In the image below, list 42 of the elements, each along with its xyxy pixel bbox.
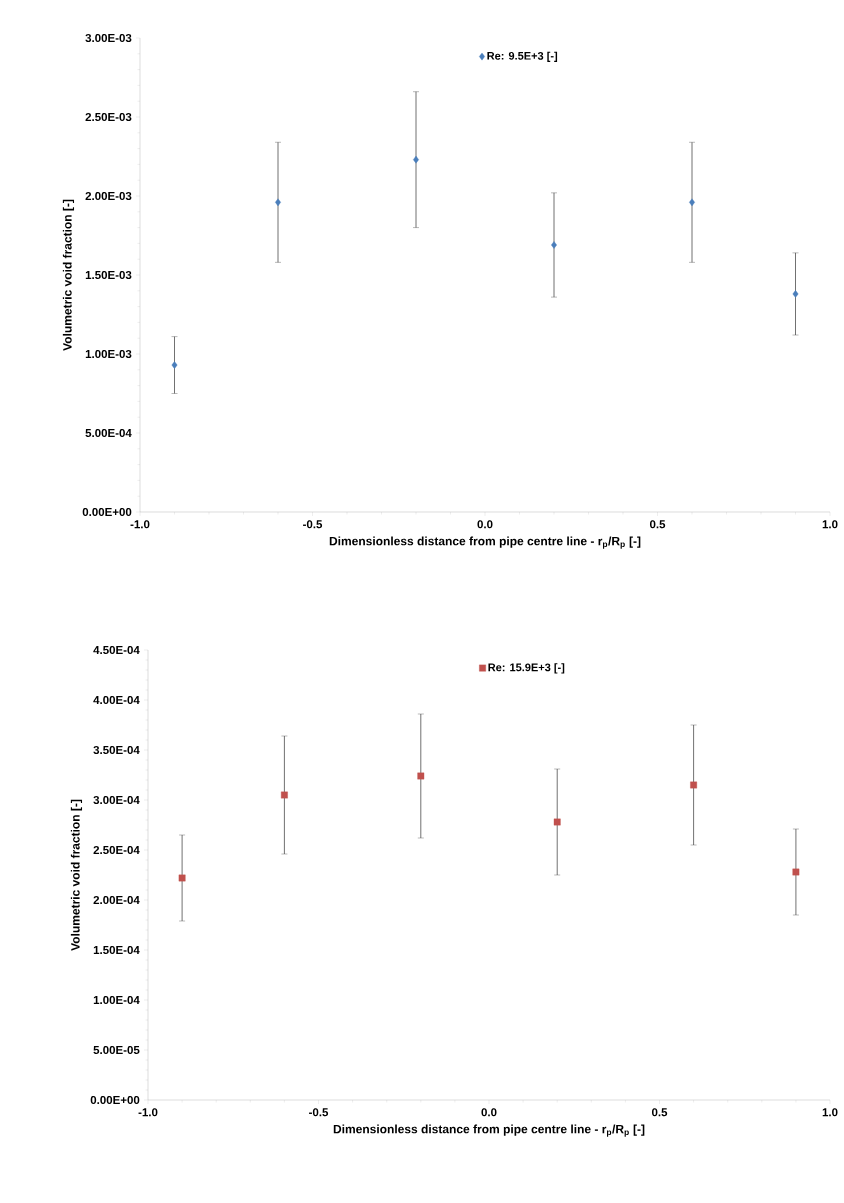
y-tick-label: 2.00E-03 bbox=[85, 191, 132, 201]
point bbox=[792, 290, 799, 298]
x-tick-label: -0.5 bbox=[303, 520, 323, 529]
point bbox=[551, 241, 557, 249]
point bbox=[792, 868, 800, 876]
x-tick-label: -0.5 bbox=[309, 1108, 329, 1117]
y-axis-title: Volumetric void fraction [-] bbox=[70, 799, 83, 951]
legend-label: Re: 9.5E+3 [-] bbox=[487, 51, 558, 62]
y-axis-title: Volumetric void fraction [-] bbox=[62, 199, 75, 351]
y-tick-label: 2.50E-04 bbox=[93, 845, 140, 855]
point bbox=[171, 361, 178, 369]
x-axis-title: Dimensionless distance from pipe centre line - r$_{p}$/R$_{p}$ [-] bbox=[333, 1124, 645, 1137]
x-tick-label: 0.0 bbox=[481, 1108, 497, 1117]
x-tick-label: -1.0 bbox=[130, 520, 150, 529]
y-tick-label: 5.00E-04 bbox=[85, 428, 132, 438]
y-tick-label: 3.00E-04 bbox=[93, 795, 140, 805]
x-tick-label: 1.0 bbox=[822, 1108, 838, 1117]
x-tick-label: -1.0 bbox=[138, 1108, 158, 1117]
x-axis-title: Dimensionless distance from pipe centre line - r$_{p}$/R$_{p}$ [-] bbox=[329, 536, 641, 549]
x-tick-label: 0.0 bbox=[477, 520, 493, 529]
y-tick-label: 1.50E-03 bbox=[85, 270, 132, 280]
legend-label: Re: 15.9E+3 [-] bbox=[488, 663, 565, 674]
y-tick-label: 0.00E+00 bbox=[82, 507, 132, 517]
y-tick-label: 1.00E-04 bbox=[93, 995, 140, 1005]
y-tick-label: 0.00E+00 bbox=[90, 1095, 140, 1105]
x-tick-label: 0.5 bbox=[649, 520, 666, 529]
y-tick-label: 2.00E-04 bbox=[93, 895, 140, 905]
y-tick-label: 4.00E-04 bbox=[93, 695, 140, 705]
point bbox=[417, 772, 425, 780]
x-tick-label: 1.0 bbox=[822, 520, 838, 529]
point bbox=[281, 791, 288, 799]
y-tick-label: 1.00E-03 bbox=[85, 349, 132, 359]
point bbox=[178, 874, 186, 882]
point bbox=[553, 818, 561, 826]
x-tick-label: 0.5 bbox=[651, 1108, 668, 1117]
y-tick-label: 1.50E-04 bbox=[93, 945, 140, 955]
y-tick-label: 4.50E-04 bbox=[93, 645, 140, 655]
y-tick-label: 3.00E-03 bbox=[85, 33, 132, 43]
y-tick-label: 3.50E-04 bbox=[93, 745, 140, 755]
y-tick-label: 5.00E-05 bbox=[93, 1045, 140, 1055]
point bbox=[690, 781, 697, 789]
y-tick-label: 2.50E-03 bbox=[85, 112, 132, 122]
